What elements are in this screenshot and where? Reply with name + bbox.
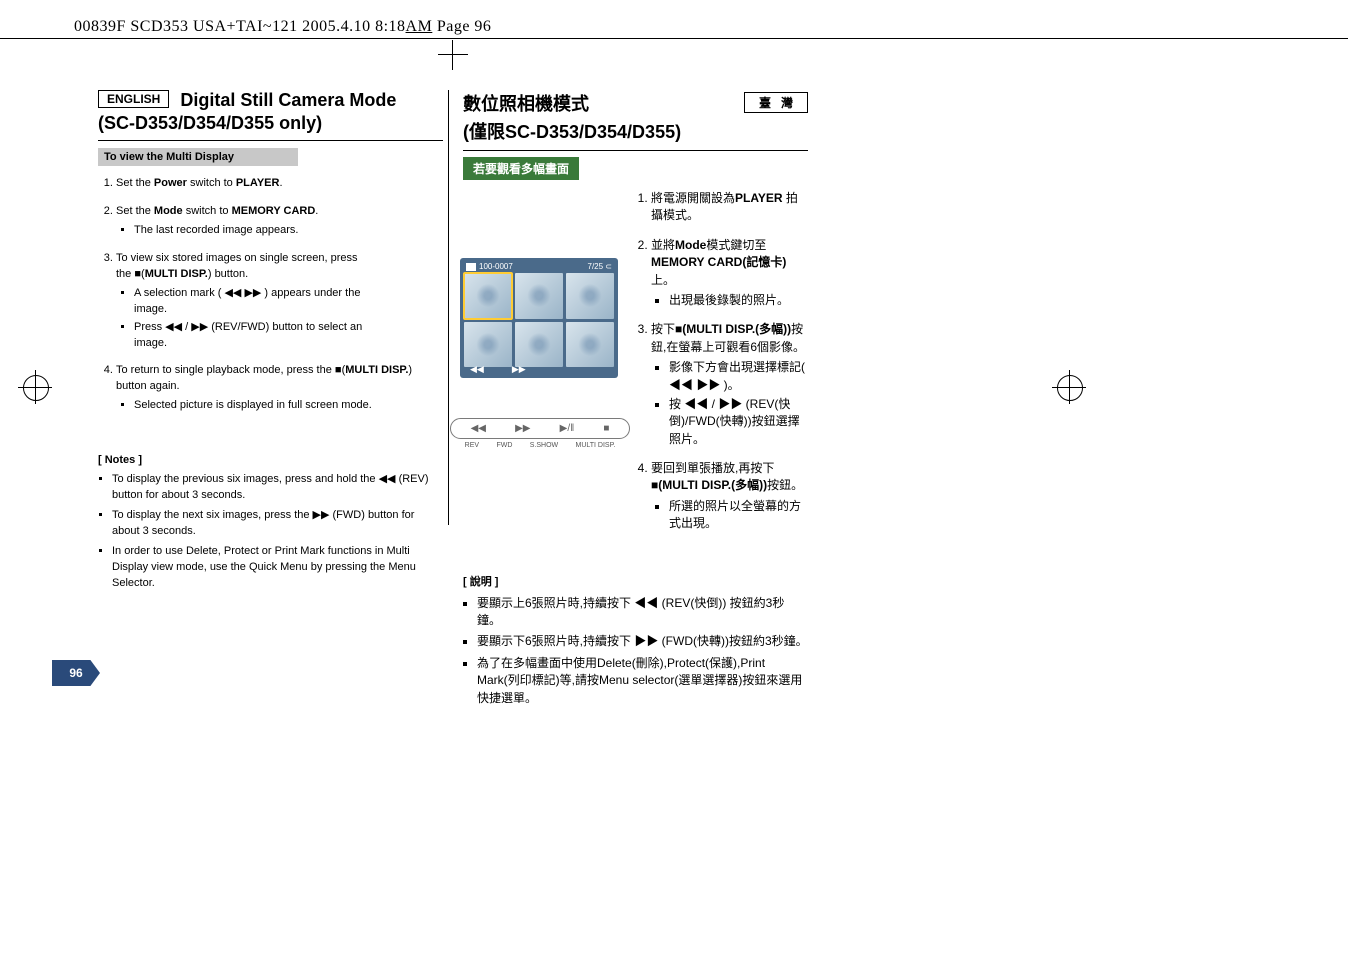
thumbnail-6 (566, 322, 614, 368)
stop-button-icon: ■ (603, 423, 609, 434)
notes-heading-chinese: [ 說明 ] (463, 573, 808, 589)
thumbnail-1 (464, 273, 512, 319)
rev-label: REV (465, 442, 479, 449)
notes-heading-english: [ Notes ] (98, 454, 443, 466)
counter-label: 7/25 ⊂ (588, 262, 613, 271)
page-content: ENGLISH Digital Still Camera Mode (SC-D3… (98, 90, 888, 711)
step-4-zh: 要回到單張播放,再按下■(MULTI DISP.(多幅))按鈕。 所選的照片以全… (651, 460, 808, 533)
step-3-zh: 按下■(MULTI DISP.(多幅))按鈕,在螢幕上可觀看6個影像。 影像下方… (651, 321, 808, 448)
sshow-label: S.SHOW (530, 442, 558, 449)
header-rule (0, 38, 1348, 39)
registration-mark-top (438, 40, 468, 70)
thumbnail-2 (515, 273, 563, 319)
notes-chinese: 要顯示上6張照片時,持續按下 ◀◀ (REV(快倒)) 按鈕約3秒鐘。 要顯示下… (463, 595, 808, 707)
steps-english: Set the Power switch to PLAYER. Set the … (98, 176, 443, 414)
crop-mark-right (1052, 370, 1086, 404)
step-2-en: Set the Mode switch to MEMORY CARD. The … (116, 204, 443, 239)
lang-badge-english: ENGLISH (98, 90, 169, 108)
section-heading-chinese: 若要觀看多幅畫面 (463, 157, 579, 180)
subtitle-chinese: (僅限SC-D353/D354/D355) (463, 118, 808, 144)
memory-icon (466, 263, 476, 271)
multidisp-label: MULTI DISP. (576, 442, 616, 449)
steps-chinese: 將電源開關設為PLAYER 拍攝模式。 並將Mode模式鍵切至MEMORY CA… (633, 190, 808, 533)
rev-arrow-icon: ◀◀ (470, 364, 484, 375)
subtitle-english: (SC-D353/D354/D355 only) (98, 113, 443, 134)
page-number-badge: 96 (52, 660, 100, 686)
file-header: 00839F SCD353 USA+TAI~121 2005.4.10 8:18… (74, 18, 491, 36)
rev-button-icon: ◀◀ (471, 423, 486, 434)
thumbnail-4 (464, 322, 512, 368)
step-3-en: To view six stored images on single scre… (116, 251, 366, 352)
fwd-label: FWD (496, 442, 512, 449)
thumbnail-5 (515, 322, 563, 368)
left-column: ENGLISH Digital Still Camera Mode (SC-D3… (98, 90, 443, 596)
title-rule-en (98, 140, 443, 141)
screen-nav-arrows: ◀◀ ▶▶ (470, 364, 526, 375)
step-1-zh: 將電源開關設為PLAYER 拍攝模式。 (651, 190, 808, 225)
title-chinese: 數位照相機模式 臺灣 (463, 90, 808, 116)
crop-mark-left (18, 370, 52, 404)
thumbnail-grid (464, 273, 614, 367)
title-english: ENGLISH Digital Still Camera Mode (98, 90, 443, 111)
notes-english: To display the previous six images, pres… (98, 472, 443, 592)
step-2-zh: 並將Mode模式鍵切至MEMORY CARD(記憶卡)上。 出現最後錄製的照片。 (651, 237, 808, 310)
section-heading-english: To view the Multi Display (98, 148, 298, 166)
play-pause-button-icon: ▶/‖ (560, 423, 575, 434)
title-rule-zh (463, 150, 808, 151)
folder-label: 100-0007 (479, 262, 513, 271)
lcd-screen-illustration: 100-0007 7/25 ⊂ ◀◀ ▶▶ ◀◀ ▶▶ ▶/‖ ■ (460, 258, 618, 449)
fwd-button-icon: ▶▶ (515, 423, 530, 434)
step-1-en: Set the Power switch to PLAYER. (116, 176, 443, 192)
fwd-arrow-icon: ▶▶ (512, 364, 526, 375)
thumbnail-3 (566, 273, 614, 319)
step-4-en: To return to single playback mode, press… (116, 363, 443, 414)
column-separator (448, 90, 449, 525)
remote-buttons-illustration: ◀◀ ▶▶ ▶/‖ ■ REV FWD S.SHOW MULTI DISP. (450, 418, 630, 449)
lang-badge-chinese: 臺灣 (744, 92, 808, 113)
